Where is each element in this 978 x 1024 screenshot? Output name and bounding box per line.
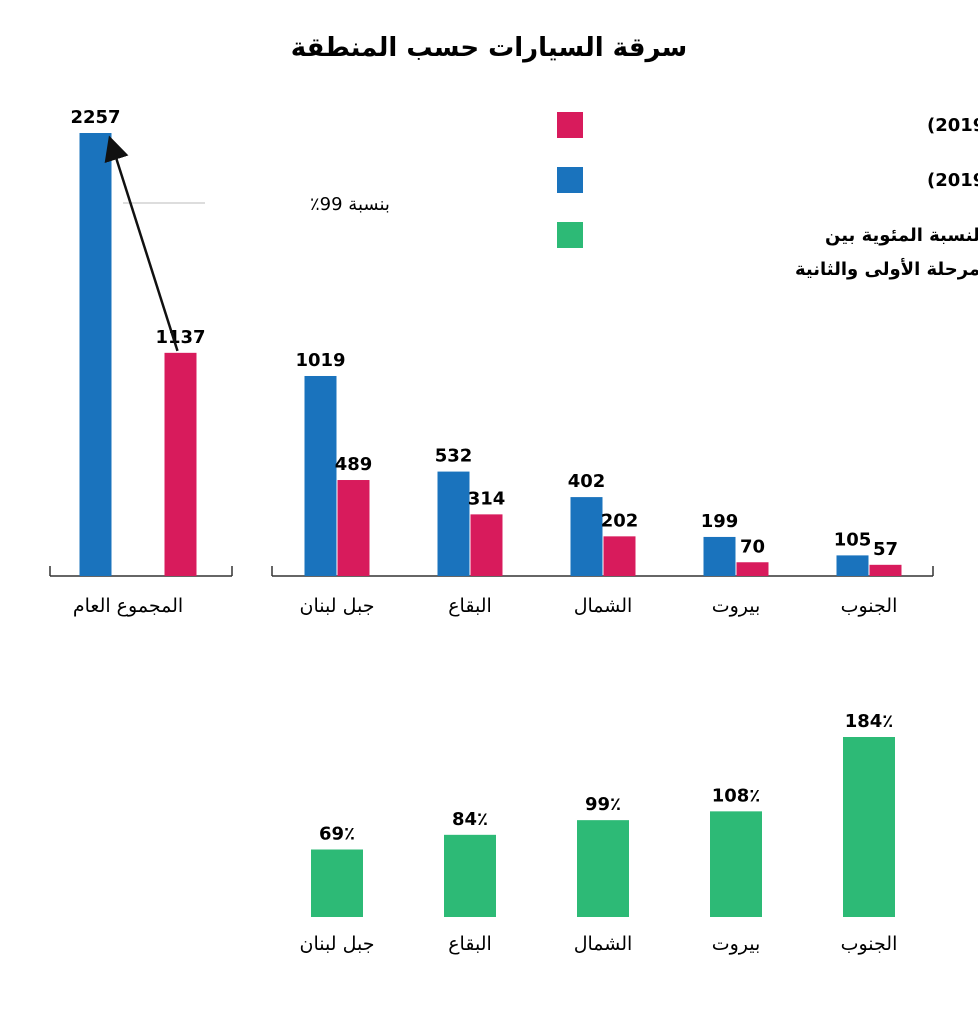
legend-swatch-comparison [557, 222, 583, 248]
value-label-phase1-5: 57 [873, 539, 898, 560]
value-label-phase2-3: 402 [568, 471, 606, 492]
comparison-category-label-3: بيروت [712, 933, 761, 955]
legend-label-comparison-line1: مقارنة النسبة المئوية بين [825, 225, 978, 246]
value-label-phase1-0: 1137 [155, 327, 205, 348]
value-label-phase2-4: 199 [701, 511, 739, 532]
comparison-bar-3 [710, 811, 762, 917]
comparison-bar-2 [577, 820, 629, 917]
axis-baseline-total [49, 566, 233, 577]
value-label-phase2-5: 105 [834, 529, 872, 550]
legend-label-comparison-line2: المرحلة الأولى والثانية [795, 258, 978, 280]
value-label-phase2-1: 1019 [295, 350, 345, 371]
comparison-category-label-2: الشمال [574, 933, 633, 955]
comparison-category-label-1: البقاع [448, 933, 492, 955]
annotation-ratio-text: بنسبة 99٪ [310, 194, 390, 215]
comparison-bar-0 [311, 849, 363, 917]
bar-phase1-5 [869, 564, 902, 576]
value-label-phase2-2: 532 [435, 446, 473, 467]
bar-phase2-5 [836, 555, 869, 576]
bar-phase1-4 [736, 562, 769, 576]
legend: مرحلة أولى (قبل 17 تشرين الأول 2019) مرح… [557, 112, 978, 280]
comparison-value-label-0: 69٪ [319, 824, 355, 845]
category-label-2: البقاع [448, 595, 492, 617]
category-label-4: بيروت [712, 595, 761, 617]
bar-phase1-0 [164, 352, 197, 576]
legend-label-phase1: مرحلة أولى (قبل 17 تشرين الأول 2019) [927, 113, 978, 136]
comparison-category-label-0: جبل لبنان [300, 933, 375, 955]
bar-phase2-3 [570, 497, 603, 576]
category-label-0: المجموع العام [73, 595, 183, 617]
category-label-3: الشمال [574, 595, 633, 617]
legend-swatch-phase2 [557, 167, 583, 193]
comparison-value-label-3: 108٪ [712, 785, 761, 806]
comparison-category-label-4: الجنوب [841, 933, 898, 955]
bar-phase2-0 [79, 133, 112, 576]
comparison-value-label-4: 184٪ [845, 711, 894, 732]
value-label-phase1-3: 202 [601, 510, 639, 531]
category-label-5: الجنوب [841, 595, 898, 617]
legend-swatch-phase1 [557, 112, 583, 138]
value-label-phase1-4: 70 [740, 536, 765, 557]
comparison-bar-1 [444, 834, 496, 917]
legend-label-phase2: مرحلة ثانية (بعد 17 تشرين الأول 2019) [927, 169, 978, 191]
bar-phase1-1 [337, 480, 370, 576]
comparison-value-label-2: 99٪ [585, 794, 621, 815]
value-label-phase1-2: 314 [468, 488, 506, 509]
bar-phase1-2 [470, 514, 503, 576]
bars-upper: 2257 1137 المجموع العام 1019 489 جبل لبنان 532… [70, 107, 902, 617]
value-label-phase2-0: 2257 [70, 107, 120, 128]
comparison-bar-4 [843, 737, 895, 917]
bar-phase2-2 [437, 471, 470, 576]
bar-phase2-1 [304, 375, 337, 576]
bars-lower: 69٪ جبل لبنان 84٪ البقاع 99٪ الشمال 108٪ بيروت 1… [300, 711, 898, 955]
chart-title: سرقة السيارات حسب المنطقة [291, 33, 687, 63]
category-label-1: جبل لبنان [300, 595, 375, 617]
bar-phase2-4 [703, 536, 736, 576]
bar-phase1-3 [603, 536, 636, 576]
value-label-phase1-1: 489 [335, 454, 373, 475]
comparison-value-label-1: 84٪ [452, 809, 488, 830]
growth-arrow [104, 135, 179, 352]
